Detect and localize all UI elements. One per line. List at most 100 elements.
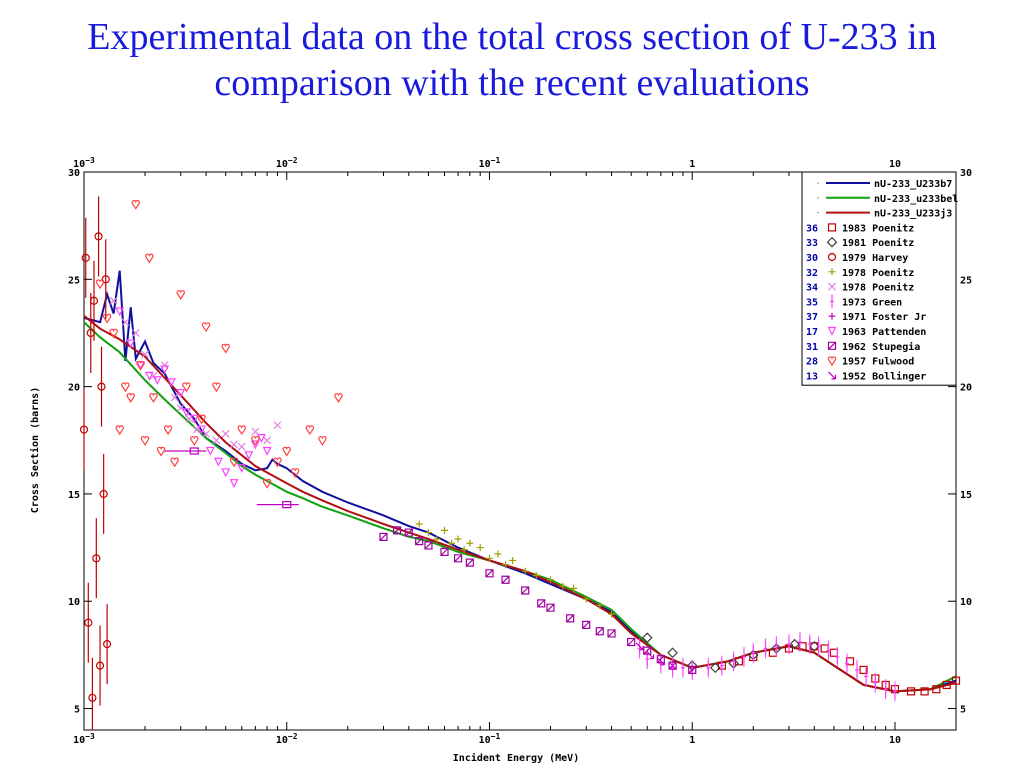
data-point: [166, 378, 176, 388]
legend-entry: nU-233_U233b7: [817, 179, 952, 190]
data-point: [136, 360, 145, 371]
data-point: [521, 586, 530, 595]
data-point: [318, 436, 327, 446]
y-tick-label-right: 20: [960, 383, 972, 394]
data-point: [826, 643, 831, 658]
data-point: [131, 329, 140, 337]
data-point: [126, 393, 135, 403]
data-point: [835, 650, 840, 665]
data-point: [163, 425, 173, 436]
data-point: [115, 425, 124, 436]
legend-entry: nU-233_U233j3: [817, 208, 952, 220]
data-point: [646, 650, 655, 659]
data-point: [465, 558, 474, 567]
data-point: [656, 657, 665, 666]
data-point: [845, 656, 850, 671]
data-point: [680, 660, 685, 675]
legend-entry-label: nU-233_U233j3: [874, 208, 952, 220]
y-axis-title: Cross Section (barns): [29, 387, 41, 513]
data-point: [182, 382, 191, 393]
legend-marker: [828, 371, 837, 380]
legend-entry-id: 36: [806, 223, 818, 234]
data-point: [709, 662, 721, 674]
x-tick-label-top: 10−2: [276, 156, 298, 170]
data-point: [145, 253, 154, 264]
data-point: [205, 446, 215, 456]
legend-entry-id: 37: [806, 312, 818, 323]
data-point: [170, 393, 179, 402]
series-1973-green: [637, 632, 897, 702]
y-tick-label-left: 15: [68, 490, 80, 501]
data-point: [95, 661, 105, 670]
x-tick-label-top: 10−3: [73, 156, 95, 170]
data-point: [176, 290, 185, 300]
data-point: [731, 654, 736, 669]
data-point: [440, 547, 449, 556]
data-point: [201, 322, 211, 333]
data-point: [244, 451, 254, 461]
x-tick-label-bottom: 10−3: [73, 732, 95, 746]
data-point: [149, 393, 158, 403]
data-point: [273, 457, 282, 468]
legend-marker: [828, 268, 836, 276]
legend-marker: [827, 326, 837, 336]
data-point: [798, 642, 807, 651]
data-point: [667, 647, 678, 659]
legend-entry: 17 1963 Pattenden: [806, 326, 926, 338]
legend-entry-label: 1979 Harvey: [842, 253, 908, 264]
legend-box: [801, 171, 957, 386]
data-point: [237, 442, 246, 451]
data-point: [230, 440, 239, 449]
data-point: [424, 541, 433, 550]
data-point: [441, 526, 449, 534]
data-point: [181, 408, 191, 418]
data-point: [559, 582, 567, 590]
data-point: [546, 603, 555, 612]
data-point: [103, 640, 112, 649]
legend-entry: 36 1983 Poenitz: [806, 222, 914, 234]
x-tick-label-bottom: 10−1: [479, 732, 501, 746]
data-point: [95, 279, 105, 290]
data-point: [566, 614, 575, 623]
legend-entry-label: 1963 Pattenden: [842, 327, 926, 338]
y-tick-label-right: 5: [960, 705, 966, 716]
data-point: [197, 425, 207, 435]
data-point: [164, 447, 207, 455]
data-point: [521, 567, 529, 575]
legend-entry: 31 1962 Stupegia: [806, 341, 920, 353]
legend-entry: 37 1971 Foster Jr: [806, 312, 926, 323]
data-point: [415, 520, 423, 528]
legend-entry-label: 1962 Stupegia: [842, 341, 920, 353]
legend-entry-label: 1973 Green: [842, 297, 902, 308]
data-point: [229, 457, 239, 468]
legend-dot: [817, 182, 819, 184]
data-point: [855, 662, 860, 677]
legend-marker: [828, 282, 836, 291]
x-tick-label-top: 10: [889, 159, 901, 170]
y-tick-label-left: 30: [68, 168, 80, 179]
data-point: [213, 457, 223, 467]
data-point: [197, 414, 206, 425]
data-point: [641, 632, 653, 644]
data-point: [404, 528, 413, 537]
data-point: [212, 436, 221, 445]
data-point: [237, 425, 246, 436]
legend-entry: nU-233_u233bel: [817, 194, 958, 205]
data-point: [906, 687, 916, 696]
series-1979-harvey: [79, 196, 112, 730]
data-point: [99, 489, 108, 499]
legend-entry-label: 1971 Foster Jr: [842, 312, 926, 323]
data-point: [774, 639, 779, 654]
x-tick-label-top: 1: [689, 159, 695, 170]
data-point: [532, 571, 540, 579]
series-layer: [79, 196, 961, 730]
data-point: [786, 637, 791, 652]
data-point: [121, 382, 130, 393]
legend-entry: 35 1973 Green: [806, 294, 902, 309]
data-point: [251, 436, 260, 446]
data-point: [789, 638, 800, 650]
data-point: [263, 436, 272, 445]
data-point: [221, 468, 231, 478]
data-point: [149, 371, 158, 380]
data-point: [501, 575, 510, 584]
